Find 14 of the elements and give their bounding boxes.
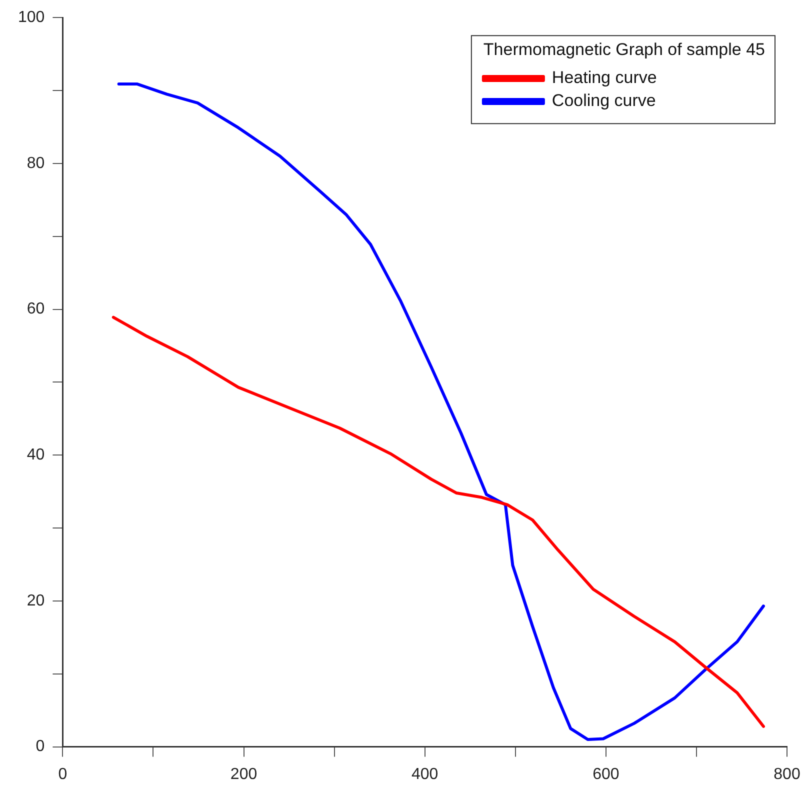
x-tick-label: 400 bbox=[411, 766, 438, 783]
x-tick-label: 0 bbox=[58, 766, 68, 783]
y-tick-label: 100 bbox=[18, 9, 45, 26]
x-tick-label: 200 bbox=[230, 766, 258, 783]
x-tick-label: 600 bbox=[592, 766, 620, 783]
y-tick-label: 60 bbox=[26, 300, 45, 318]
legend-label: Cooling curve bbox=[552, 91, 656, 110]
y-tick-label: 0 bbox=[36, 738, 45, 756]
y-tick-label: 80 bbox=[26, 154, 45, 172]
legend-label: Heating curve bbox=[552, 68, 657, 88]
y-tick-label: 40 bbox=[26, 446, 45, 464]
legend-title: Thermomagnetic Graph of sample 45 bbox=[483, 40, 766, 59]
x-tick-label: 800 bbox=[774, 766, 800, 783]
y-tick-label: 20 bbox=[26, 592, 45, 610]
